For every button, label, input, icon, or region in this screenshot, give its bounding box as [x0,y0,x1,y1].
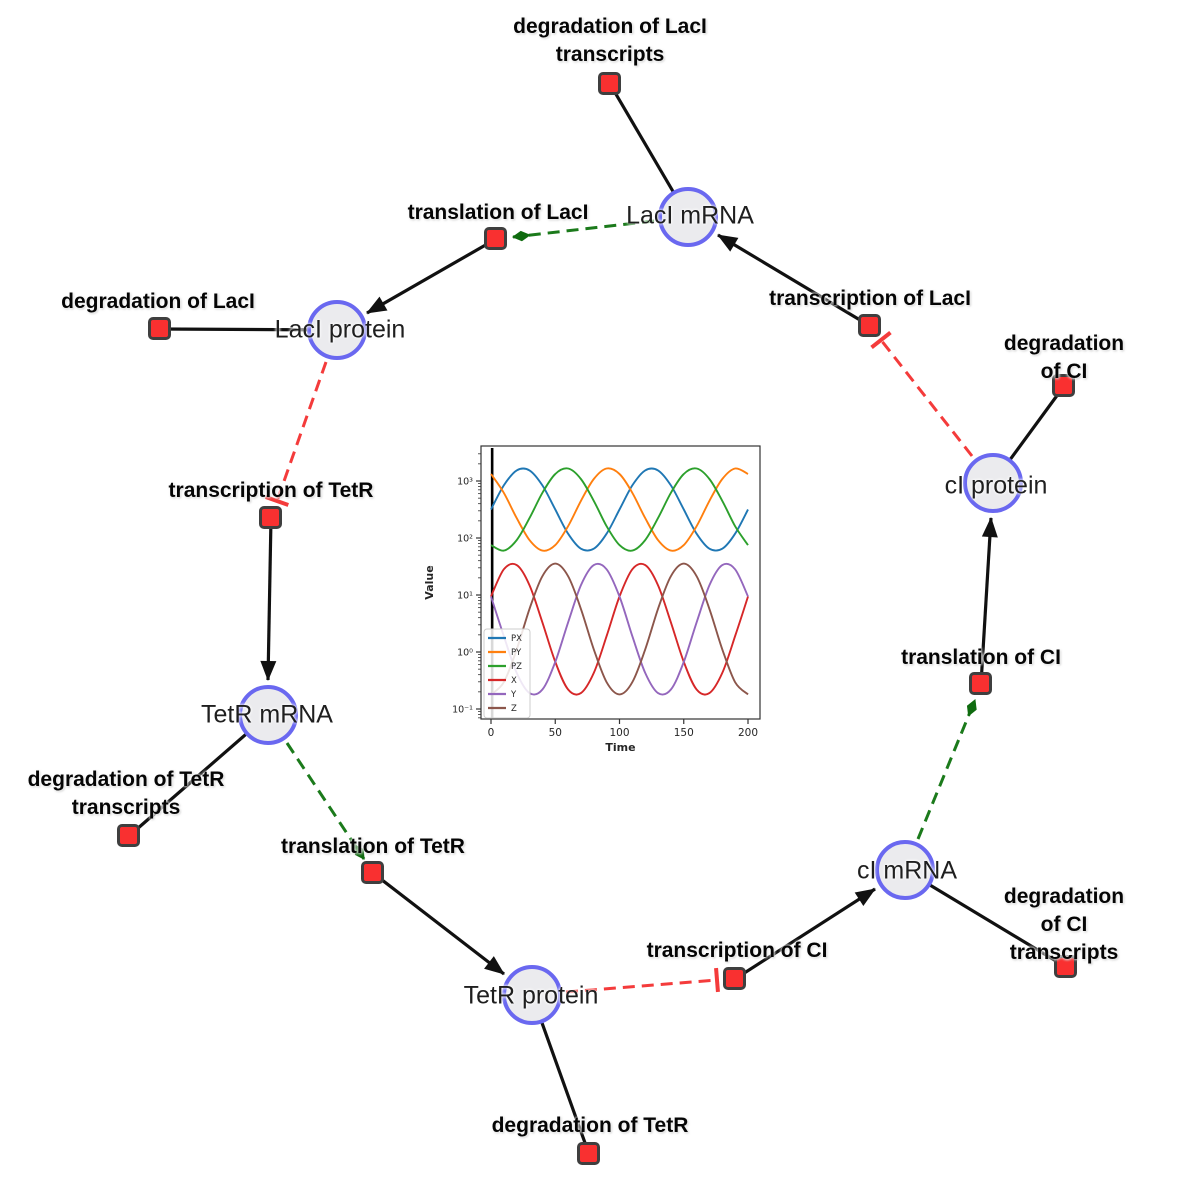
edge-tetrmrna-translation-modifier[interactable] [285,742,366,860]
reaction-label-deg-tetr-transcripts: degradation of TetR transcripts [27,768,225,819]
production-edges [260,233,998,981]
species-label-laci-mrna: LacI mRNA [626,201,754,230]
species-node-tetr-mrna[interactable] [238,685,298,745]
species-node-laci-protein[interactable] [307,300,367,360]
edge-cimrna-degradation[interactable] [904,868,1067,969]
edge-laciprotein-inhibits-tetr-transcription[interactable] [265,361,328,507]
series-PZ [490,467,749,552]
species-node-tetr-protein[interactable] [502,965,562,1025]
reaction-node-deg-laci[interactable] [148,317,171,340]
svg-text:Z: Z [511,704,517,714]
svg-text:10²: 10² [457,534,473,545]
svg-text:Time: Time [605,741,635,754]
edge-cimrna-translation-modifier[interactable] [916,699,977,840]
edge-tetrprotein-inhibits-ci-transcription[interactable] [565,967,720,994]
reaction-label-transcription-tetr: transcription of TetR [168,479,374,502]
edge-transcription-laci-mrna[interactable] [717,233,871,328]
reaction-node-deg-tetr[interactable] [577,1142,600,1165]
reaction-node-translation-ci[interactable] [969,672,992,695]
reaction-label-transcription-ci: transcription of CI [646,939,828,962]
edge-translation-laci-protein[interactable] [366,237,497,315]
reaction-node-deg-ci[interactable] [1052,374,1075,397]
reaction-label-transcription-laci: transcription of LacI [769,287,971,310]
modifier-edges [285,219,977,860]
reaction-node-translation-laci[interactable] [484,227,507,250]
species-node-ci-protein[interactable] [963,453,1023,513]
reaction-node-deg-laci-transcripts[interactable] [598,72,621,95]
reaction-label-deg-laci-transcripts: degradation of LacI transcripts [513,15,707,66]
reaction-node-transcription-laci[interactable] [858,314,881,337]
species-node-laci-mrna[interactable] [658,187,718,247]
edge-transcription-ci-mrna[interactable] [734,887,876,981]
reaction-label-translation-ci: translation of CI [901,646,1061,669]
svg-text:Value: Value [423,565,436,599]
svg-text:X: X [511,676,517,686]
svg-text:0: 0 [488,727,495,739]
svg-text:10⁻¹: 10⁻¹ [452,705,473,716]
svg-text:150: 150 [674,727,694,739]
edge-ciprotein-inhibits-laci-transcription[interactable] [870,331,974,457]
svg-text:PX: PX [511,634,522,644]
edge-translation-ci-protein[interactable] [979,517,998,685]
edge-lacimrna-translation-modifier[interactable] [511,219,655,242]
inhibition-edges [265,331,974,994]
reaction-node-transcription-ci[interactable] [723,967,746,990]
reaction-node-translation-tetr[interactable] [361,861,384,884]
reaction-label-deg-laci: degradation of LacI [61,290,255,313]
species-label-laci-protein: LacI protein [274,315,406,344]
series-PY [490,467,749,552]
species-label-ci-mrna: cI mRNA [857,856,957,885]
chart-legend: PX PY PZ XYZ [483,628,531,719]
svg-text:100: 100 [609,727,629,739]
reaction-node-deg-ci-transcripts[interactable] [1054,955,1077,978]
series-PX [490,467,749,552]
reaction-label-deg-tetr: degradation of TetR [491,1114,689,1137]
edge-translation-tetr-protein[interactable] [372,871,505,976]
reaction-label-deg-ci-transcripts: degradation of CI transcripts [1003,885,1125,964]
svg-text:PY: PY [511,648,522,658]
svg-text:PZ: PZ [511,662,522,672]
edge-transcription-tetr-mrna[interactable] [260,517,277,681]
species-node-ci-mrna[interactable] [875,840,935,900]
reaction-label-deg-ci: degradation of CI [1003,332,1125,383]
species-label-tetr-mrna: TetR mRNA [201,700,333,729]
timecourse-plot-inset: 10⁻¹ 10⁰ 10¹ 10² 10³ 0 50 100 150 200 Time Value PX P… [420,438,772,768]
svg-text:10⁰: 10⁰ [457,648,473,659]
svg-text:10³: 10³ [457,477,473,488]
svg-text:50: 50 [549,727,562,739]
svg-text:10¹: 10¹ [457,591,473,602]
series-Z [490,562,749,696]
reaction-node-transcription-tetr[interactable] [259,506,282,529]
reaction-label-translation-laci: translation of LacI [407,201,589,224]
species-label-tetr-protein: TetR protein [463,981,599,1010]
reaction-node-deg-tetr-transcripts[interactable] [117,824,140,847]
species-label-ci-protein: cI protein [944,471,1048,500]
reaction-label-translation-tetr: translation of TetR [281,835,465,858]
svg-text:Y: Y [510,690,517,700]
svg-text:200: 200 [738,727,758,739]
series-Y [490,562,749,696]
